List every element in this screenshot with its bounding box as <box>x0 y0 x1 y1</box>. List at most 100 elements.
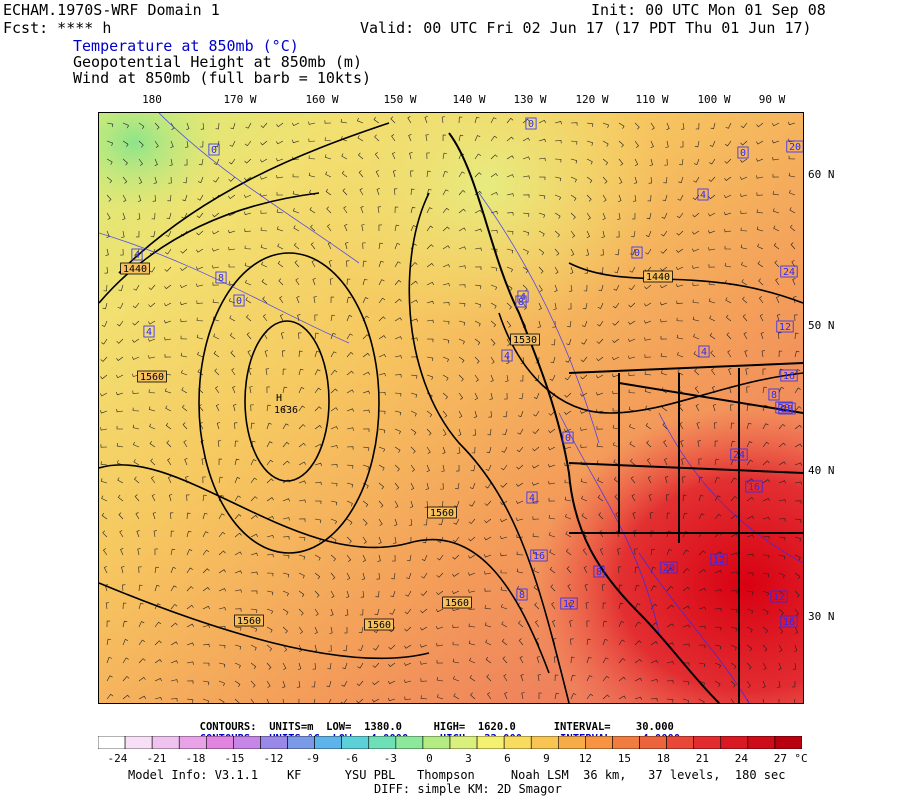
wind-barb <box>776 314 781 322</box>
wind-barb <box>618 584 623 592</box>
wind-barb <box>234 608 242 612</box>
wind-barb <box>358 626 364 634</box>
wind-barb <box>490 356 495 364</box>
wind-barb <box>468 640 476 646</box>
wind-barb <box>724 194 732 199</box>
colorbar-tick: -9 <box>305 752 320 765</box>
wind-barb <box>634 140 639 148</box>
wind-barb <box>581 495 588 502</box>
wind-barb <box>791 680 796 688</box>
wind-barb <box>154 584 160 592</box>
wind-barb <box>410 206 416 214</box>
wind-barb <box>458 410 463 418</box>
wind-barb <box>234 458 240 466</box>
wind-barb <box>372 698 380 703</box>
wind-barb <box>676 248 684 253</box>
wind-barb <box>630 476 636 484</box>
wind-barb <box>506 193 514 197</box>
wind-barb <box>426 428 432 436</box>
wind-barb <box>325 171 332 178</box>
wind-barb <box>341 153 348 160</box>
wind-barb <box>645 248 652 255</box>
wind-barb <box>698 494 704 502</box>
wind-barb <box>632 512 636 520</box>
wind-barb <box>198 158 204 166</box>
wind-barb <box>341 680 348 687</box>
wind-barb <box>117 494 124 502</box>
lon-label: 140 W <box>452 93 486 106</box>
wind-barb <box>426 374 434 380</box>
svg-text:20: 20 <box>789 142 801 153</box>
wind-barb <box>676 300 684 305</box>
wind-barb <box>391 134 396 142</box>
wind-barb <box>458 246 466 250</box>
wind-barb <box>489 392 493 400</box>
wind-barb <box>250 608 258 613</box>
wind-barb <box>197 176 204 184</box>
colorbar-tick: 15 <box>617 752 631 765</box>
wind-barb <box>522 302 527 310</box>
wind-barb <box>762 662 767 670</box>
wind-barb <box>453 518 460 525</box>
wind-barb <box>442 207 450 214</box>
wind-barb <box>342 188 348 196</box>
title: ECHAM.1970S-WRF Domain 1 <box>3 1 220 19</box>
wind-barb <box>132 407 140 412</box>
wind-barb <box>650 641 658 646</box>
colorbar-tick: -6 <box>344 752 359 765</box>
wind-barb <box>298 572 305 579</box>
wind-barb <box>148 338 156 342</box>
wind-barb <box>250 422 255 430</box>
wind-barb <box>293 225 300 232</box>
wind-barb <box>745 368 749 376</box>
wind-barb <box>474 135 481 142</box>
wind-barb <box>329 626 333 634</box>
wind-barb <box>552 320 556 328</box>
wind-barb <box>169 512 174 520</box>
wind-barb <box>666 604 674 610</box>
wind-barb <box>698 513 705 520</box>
wind-barb <box>138 158 143 166</box>
contour-low: LOW= 1380.0 <box>326 721 402 733</box>
wind-barb <box>452 536 460 543</box>
wind-barb <box>230 122 236 130</box>
wind-barb <box>506 155 514 160</box>
svg-text:4: 4 <box>504 351 510 362</box>
wind-barb <box>485 656 492 664</box>
temperature-contour-label: 20 <box>660 561 678 574</box>
wind-barb <box>788 155 796 160</box>
wind-barb <box>762 535 770 540</box>
wind-barb <box>532 446 540 452</box>
wind-barb <box>712 404 717 412</box>
wind-barb <box>708 264 716 268</box>
wind-barb <box>298 442 306 448</box>
wind-barb <box>362 371 370 376</box>
wind-barb <box>490 248 498 253</box>
wind-barb <box>424 116 428 124</box>
wind-barb <box>762 644 768 652</box>
wind-barb <box>326 680 332 688</box>
wind-barb <box>260 193 268 197</box>
init-time: Init: 00 UTC Mon 01 Sep 08 <box>591 1 826 19</box>
wind-barb <box>165 248 172 255</box>
contour-label: CONTOURS: <box>199 721 257 733</box>
wind-barb <box>132 424 140 430</box>
wind-barb <box>314 425 322 430</box>
temperature-contour-label: 0 <box>631 246 643 259</box>
colorbar-tick: -18 <box>185 752 206 765</box>
wind-barb <box>314 554 321 561</box>
wind-barb <box>646 440 652 448</box>
wind-barb <box>340 118 348 124</box>
wind-barb <box>586 122 594 127</box>
wind-barb <box>378 297 386 304</box>
wind-barb <box>474 209 482 214</box>
wind-barb <box>714 513 722 520</box>
colorbar-unit: °C <box>794 752 808 765</box>
wind-barb <box>538 194 546 200</box>
wind-barb <box>551 602 556 610</box>
wind-barb <box>794 332 799 340</box>
wind-barb <box>148 320 156 325</box>
wind-barb <box>426 319 434 324</box>
wind-barb <box>490 229 498 234</box>
wind-barb <box>100 410 108 414</box>
